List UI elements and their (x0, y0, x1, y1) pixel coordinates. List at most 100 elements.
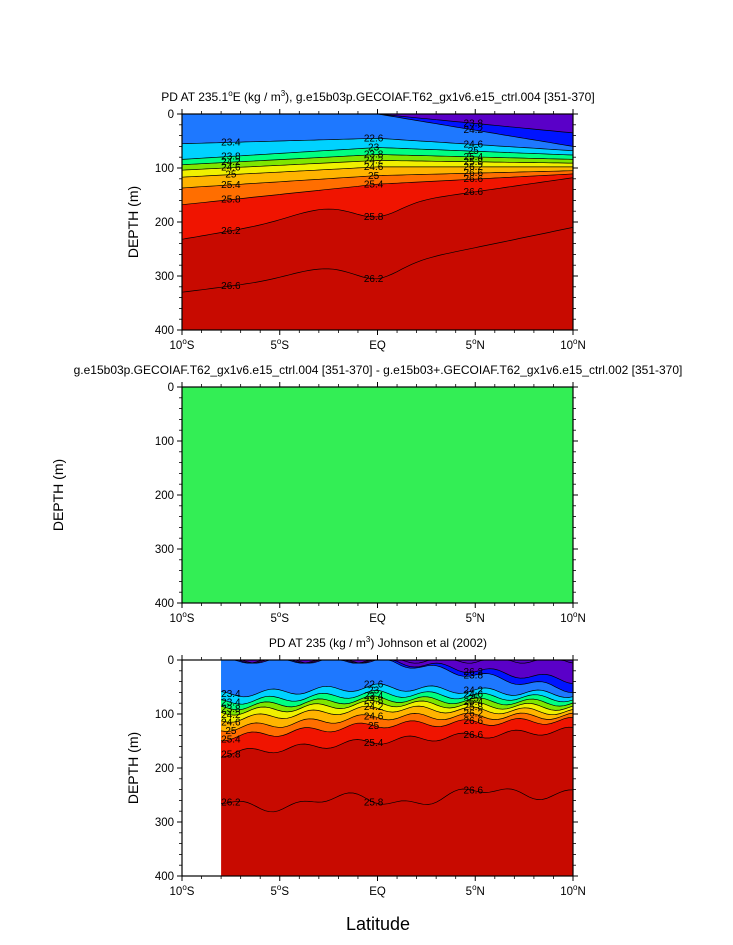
x-tick-label: 10oN (560, 610, 586, 625)
contour-label: 24.2 (464, 685, 484, 696)
y-tick-label: 400 (155, 598, 174, 610)
contour-label: 26.2 (221, 797, 241, 808)
density-band (182, 114, 573, 133)
contour-label: 25.8 (364, 797, 384, 808)
x-tick-label: 10oN (560, 337, 586, 352)
y-tick-label: 0 (168, 655, 174, 667)
panel-1-contour-labels: 23.423.824.224.62525.425.826.226.622.623… (221, 118, 483, 292)
isopycnal-line (221, 700, 573, 716)
y-tick-label: 0 (168, 109, 174, 121)
contour-label: 25 (225, 170, 237, 181)
panel-1-contour-lines (182, 114, 573, 293)
panel-3-density-field (221, 660, 573, 876)
contour-label: 26.6 (464, 168, 484, 179)
y-tick-label: 200 (155, 217, 174, 229)
isopycnal-line (221, 660, 573, 685)
isopycnal-line (182, 137, 573, 152)
contour-label: 23.4 (221, 697, 241, 708)
contour-label: 25.8 (464, 702, 484, 713)
contour-label: 25 (225, 726, 237, 737)
panel-3-ylabel: DEPTH (m) (125, 732, 141, 804)
panel-1-ylabel: DEPTH (m) (125, 186, 141, 258)
contour-label: 23.8 (464, 118, 484, 129)
isopycnal-line (182, 173, 573, 206)
contour-label: 25.4 (221, 180, 241, 191)
contour-label: 23.8 (221, 704, 241, 715)
isopycnal-line (182, 227, 573, 293)
contour-label: 23 (368, 143, 380, 154)
contour-label: 25 (368, 721, 380, 732)
x-tick-label: EQ (369, 340, 386, 352)
isopycnal-line (182, 154, 573, 166)
contour-label: 25.8 (221, 750, 241, 761)
panel-2-title: g.e15b03p.GECOIAF.T62_gx1v6.e15_ctrl.004… (74, 363, 683, 377)
y-tick-label: 300 (155, 817, 174, 829)
isopycnal-line (221, 660, 573, 693)
x-tick-label: 5oN (466, 883, 485, 898)
isopycnal-line (182, 114, 573, 134)
x-tick-label: 10oN (560, 883, 586, 898)
y-tick-label: 100 (155, 436, 174, 448)
x-tick-label: 10oS (170, 337, 195, 352)
isopycnal-line (182, 170, 573, 189)
isopycnal-line (182, 177, 573, 240)
contour-label: 26.2 (464, 709, 484, 720)
contour-label: 26.6 (221, 281, 241, 292)
panel-2-difference-field (182, 387, 573, 603)
contour-label: 25.8 (364, 212, 384, 223)
x-axis-label: Latitude (346, 914, 410, 934)
contour-label: 22.6 (364, 133, 384, 144)
contour-label: 25.4 (221, 734, 241, 745)
contour-label: 23.4 (221, 689, 241, 700)
isopycnal-line (221, 788, 573, 813)
contour-label: 25.4 (464, 152, 484, 163)
panel-2-ylabel: DEPTH (m) (50, 459, 66, 531)
contour-label: 26.6 (464, 187, 484, 198)
contour-label: 23.4 (221, 137, 241, 148)
contour-label: 23.8 (364, 150, 384, 161)
contour-label: 24.2 (464, 125, 484, 136)
contour-label: 25 (468, 146, 480, 157)
contour-label: 25 (368, 171, 380, 182)
y-tick-label: 200 (155, 490, 174, 502)
isopycnal-line (221, 712, 573, 732)
isopycnal-line (221, 695, 573, 711)
contour-label: 26.2 (364, 274, 384, 285)
isopycnal-line (221, 705, 573, 723)
contour-label: 22.6 (364, 680, 384, 691)
contour-label: 24.6 (221, 163, 241, 174)
contour-label: 23.8 (221, 151, 241, 162)
contour-label: 24.6 (464, 690, 484, 701)
isopycnal-line (221, 683, 573, 698)
isopycnal-line (221, 660, 573, 664)
contour-label: 24.2 (221, 710, 241, 721)
y-tick-label: 300 (155, 271, 174, 283)
contour-label: 24.6 (364, 162, 384, 173)
contour-label: 24.6 (221, 717, 241, 728)
contour-label: 26.6 (464, 786, 484, 797)
y-tick-label: 400 (155, 871, 174, 883)
isopycnal-line (221, 726, 573, 758)
contour-label: 26.2 (464, 667, 484, 678)
contour-label: 24.6 (364, 711, 384, 722)
isopycnal-line (182, 160, 573, 171)
contour-label: 24.2 (221, 157, 241, 168)
x-tick-label: EQ (369, 613, 386, 625)
y-tick-label: 100 (155, 163, 174, 175)
density-band (221, 660, 573, 684)
x-tick-label: EQ (369, 886, 386, 898)
contour-label: 23.8 (364, 696, 384, 707)
panel-3-contour-lines (221, 660, 573, 813)
contour-label: 26.6 (464, 730, 484, 741)
x-tick-label: 5oS (270, 610, 289, 625)
contour-label: 24.6 (464, 139, 484, 150)
isopycnal-line (182, 166, 573, 178)
contour-label: 26.2 (464, 162, 484, 173)
contour-label: 23.8 (464, 670, 484, 681)
x-tick-label: 5oS (270, 883, 289, 898)
x-tick-label: 10oS (170, 883, 195, 898)
contour-label: 23 (368, 686, 380, 697)
contour-label: 25.4 (464, 697, 484, 708)
